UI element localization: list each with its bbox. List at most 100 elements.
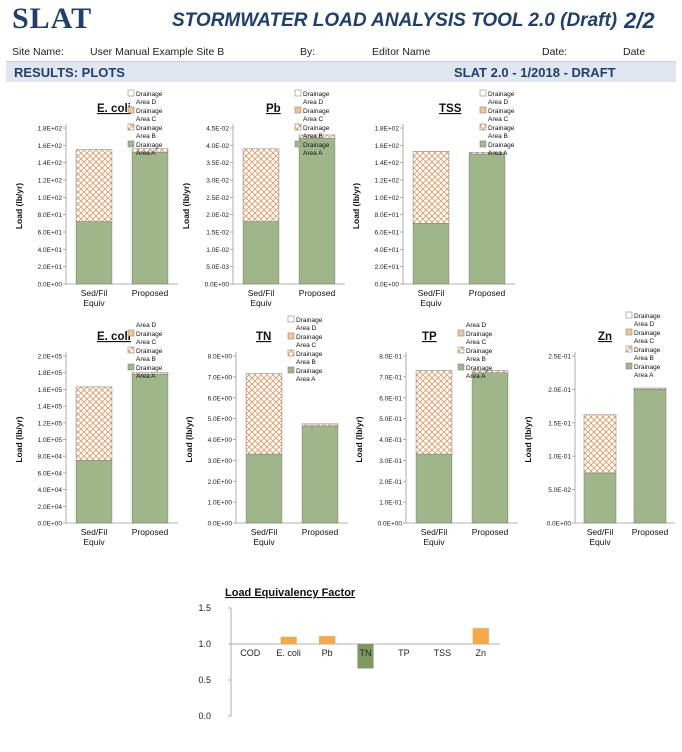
- x-tick-label: Equiv: [420, 298, 442, 308]
- y-axis-label: Load (lb/yr): [181, 183, 191, 229]
- x-tick-label: Sed/Fil: [248, 288, 275, 298]
- bar-area-b: [75, 386, 113, 461]
- x-tick-label: Sed/Fil: [251, 527, 278, 537]
- y-tick-label: 3.5E-02: [206, 160, 229, 167]
- y-tick-label: 0.0E+00: [205, 282, 230, 289]
- x-tick-label: Equiv: [83, 537, 105, 547]
- legend-swatch: [127, 106, 135, 114]
- bar-area-a: [415, 453, 453, 524]
- y-tick-label: 4.0E+00: [208, 437, 233, 444]
- x-tick-label: Proposed: [469, 288, 506, 298]
- legend-label: Area A: [136, 373, 156, 380]
- bar-area-a: [75, 221, 113, 285]
- x-tick-label: TP: [398, 648, 410, 658]
- y-tick-label: 2.0E-01: [379, 479, 402, 486]
- y-tick-label: 4.0E+01: [375, 247, 400, 254]
- y-tick-label: 6.0E+01: [38, 230, 63, 237]
- by-label: By:: [300, 46, 316, 58]
- y-tick-label: 2.0E+04: [38, 504, 63, 511]
- y-tick-label: 1.2E+02: [38, 178, 63, 185]
- y-tick-label: 4.0E-02: [206, 143, 229, 150]
- bar-area-a: [633, 389, 667, 524]
- bar-area-a: [75, 460, 113, 524]
- y-tick-label: 1.4E+05: [38, 404, 63, 411]
- x-tick-label: Equiv: [423, 537, 445, 547]
- legend-swatch: [625, 362, 633, 370]
- legend-label: Area D: [488, 99, 509, 106]
- bar-area-b: [298, 134, 336, 139]
- legend-label: Drainage: [634, 313, 661, 320]
- y-tick-label: 0.0E+00: [38, 521, 63, 528]
- legend-swatch: [294, 140, 302, 148]
- bar-area-b: [633, 387, 667, 390]
- legend-swatch: [294, 123, 302, 131]
- x-tick-label: Sed/Fil: [587, 527, 614, 537]
- chart-title: TSS: [439, 103, 462, 115]
- site-info-row: Site Name: User Manual Example Site B By…: [0, 45, 682, 59]
- x-tick-label: Sed/Fil: [81, 288, 108, 298]
- x-tick-label: COD: [240, 648, 261, 658]
- bar-area-a: [131, 152, 169, 285]
- x-tick-label: Sed/Fil: [418, 288, 445, 298]
- y-axis-label: Load (lb/yr): [14, 416, 24, 462]
- legend-label: Drainage: [303, 142, 330, 149]
- legend-swatch: [625, 311, 633, 319]
- legend-label: Drainage: [136, 365, 163, 372]
- legend-swatch: [287, 349, 295, 357]
- y-tick-label: 1.2E+05: [38, 420, 63, 427]
- page-number: 2/2: [624, 8, 655, 33]
- legend-label: Drainage: [488, 142, 515, 149]
- y-tick-label: 8.0E+01: [375, 212, 400, 219]
- x-tick-label: Proposed: [632, 527, 669, 537]
- legend-label: Area B: [634, 355, 654, 362]
- legend-swatch: [287, 315, 295, 323]
- legend-swatch: [287, 366, 295, 374]
- bar-area-b: [412, 151, 450, 224]
- y-tick-label: 6.0E+04: [38, 470, 63, 477]
- legend-swatch: [294, 106, 302, 114]
- bar-area-b: [415, 370, 453, 455]
- legend-swatch: [127, 329, 135, 337]
- legend-label: Area C: [303, 116, 324, 123]
- bar-area-b: [75, 149, 113, 222]
- bar-area-b: [245, 373, 283, 455]
- chart-load-equivalency-factor: Load Equivalency Factor 0.0 0.5 1.0 1.5 COD E.…: [198, 587, 500, 721]
- legend-swatch: [294, 89, 302, 97]
- y-tick-label: 6.0E+00: [208, 395, 233, 402]
- x-tick-label: Proposed: [132, 288, 169, 298]
- y-tick-label: 1.0E+00: [208, 500, 233, 507]
- chart-5-tn: TN Load (lb/yr) 0.0E+00 1.0E+00 2.0E+00 3.0E+…: [184, 315, 348, 547]
- bar-area-b: [471, 370, 509, 373]
- lef-bar-tn: [357, 644, 374, 669]
- y-tick-label: 1.4E+02: [38, 160, 63, 167]
- legend-label: Area A: [488, 150, 508, 157]
- x-tick-label: TN: [360, 648, 372, 658]
- legend-label: Area D: [303, 99, 324, 106]
- y-tick-label: 6.0E+01: [375, 230, 400, 237]
- bar-area-b: [131, 372, 169, 375]
- y-tick-label: 1.5E-02: [206, 230, 229, 237]
- x-tick-label: TSS: [434, 648, 452, 658]
- chart-title: TN: [256, 331, 271, 343]
- legend-label: Area D: [136, 99, 157, 106]
- legend-label: Drainage: [136, 331, 163, 338]
- y-tick-label: 1.0: [198, 639, 211, 649]
- legend-label: Area A: [136, 150, 156, 157]
- legend-swatch: [625, 328, 633, 336]
- y-tick-label: 4.5E-02: [206, 126, 229, 133]
- legend-label: Drainage: [296, 334, 323, 341]
- x-tick-label: Proposed: [299, 288, 336, 298]
- y-axis-label: Load (lb/yr): [14, 183, 24, 229]
- legend-label: Area C: [466, 339, 487, 346]
- legend-label: Area A: [634, 372, 654, 379]
- bar-area-a: [242, 221, 280, 285]
- legend-label: Area D: [634, 321, 655, 328]
- x-tick-label: Equiv: [250, 298, 272, 308]
- legend-label: Area B: [136, 133, 156, 140]
- y-tick-label: 1.2E+02: [375, 178, 400, 185]
- bar-area-b: [131, 148, 169, 153]
- y-tick-label: 1.0E-02: [206, 247, 229, 254]
- y-tick-label: 1.0E-01: [379, 500, 402, 507]
